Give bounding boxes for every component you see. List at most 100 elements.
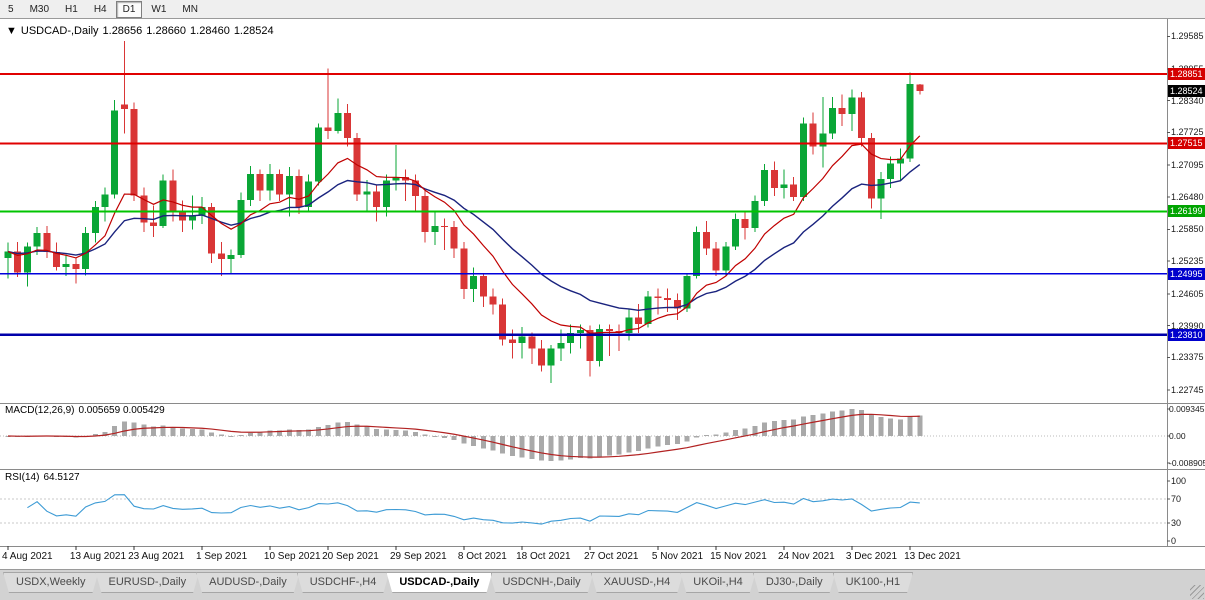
chart-tab-xauusd-h4[interactable]: XAUUSD-,H4	[591, 572, 684, 593]
candle-body	[693, 231, 701, 276]
candle-body	[770, 169, 778, 189]
price-axis-label: 1.24605	[1171, 288, 1204, 299]
candle-body	[159, 180, 167, 226]
chart-tab-ukoil-h4[interactable]: UKOil-,H4	[680, 572, 756, 593]
candle-body	[829, 107, 836, 134]
candle-body	[625, 317, 633, 333]
candle-body	[72, 264, 80, 270]
date-axis-label: 4 Aug 2021	[2, 551, 53, 562]
date-axis-label: 1 Sep 2021	[196, 551, 248, 562]
candle-body	[867, 137, 875, 199]
candle-body	[33, 233, 41, 247]
candle-body	[402, 177, 410, 181]
price-axis[interactable]: 1.295851.289551.283401.277251.270951.264…	[1168, 19, 1205, 546]
candle-body	[460, 248, 468, 289]
timeframe-button-mn[interactable]: MN	[175, 1, 205, 18]
date-axis-label: 13 Dec 2021	[904, 551, 961, 562]
candle-body	[722, 246, 730, 271]
rsi-axis-label: 0	[1171, 536, 1177, 546]
macd-axis-label: -0.008905	[1169, 458, 1205, 468]
timeframe-button-5[interactable]: 5	[1, 1, 21, 18]
candle-body	[382, 180, 390, 208]
price-axis-label: 1.28340	[1171, 95, 1204, 106]
macd-signal-line	[7, 413, 920, 458]
chart-title: ▼ USDCAD-,Daily 1.28656 1.28660 1.28460 1.285…	[6, 25, 278, 37]
candle-body	[120, 104, 128, 109]
candle-body	[557, 343, 565, 349]
timeframe-button-w1[interactable]: W1	[144, 1, 173, 18]
price-axis-label: 1.22745	[1171, 384, 1204, 395]
candle-body	[392, 177, 400, 181]
candle-body	[373, 191, 381, 208]
candle-body	[596, 329, 604, 362]
symbol-name: USDCAD-,Daily	[20, 25, 99, 37]
date-axis-label: 29 Sep 2021	[390, 551, 447, 562]
price-axis-label: 1.23375	[1171, 352, 1204, 363]
candle-body	[702, 231, 710, 249]
ohlc-close: 1.28524	[233, 25, 274, 37]
candle-body	[683, 275, 691, 309]
time-axis[interactable]: 4 Aug 2021 13 Aug 2021 23 Aug 2021 1 Sep 20…	[0, 546, 1167, 569]
chart-tab-usdcad-daily[interactable]: USDCAD-,Daily	[386, 572, 492, 593]
candle-body	[421, 195, 429, 232]
candle-body	[499, 304, 507, 340]
candle-body	[62, 264, 70, 268]
candle-body	[53, 252, 60, 268]
panel-borders	[0, 19, 1205, 547]
current-price-badge: 1.28524	[1168, 85, 1205, 98]
price-line-badge: 1.26199	[1168, 205, 1205, 218]
window-resize-grip[interactable]	[1190, 585, 1204, 599]
candle-body	[547, 348, 555, 366]
candle-body	[266, 174, 274, 191]
date-axis-label: 24 Nov 2021	[778, 551, 835, 562]
rsi-axis-label: 100	[1171, 476, 1187, 486]
ohlc-high: 1.28660	[146, 25, 187, 37]
candle-body	[479, 275, 487, 297]
timeframe-button-d1[interactable]: D1	[115, 0, 143, 18]
candle-body	[256, 174, 264, 191]
chart-tab-dj30-daily[interactable]: DJ30-,Daily	[753, 572, 836, 593]
candle-body	[237, 199, 245, 256]
candle-body	[605, 329, 613, 332]
candle-body	[528, 336, 536, 349]
candle-body	[150, 222, 157, 226]
chart-tab-uk100-h1[interactable]: UK100-,H1	[833, 572, 913, 593]
timeframe-button-m30[interactable]: M30	[23, 1, 56, 18]
candle-body	[276, 174, 284, 195]
macd-axis-label: 0.00	[1169, 431, 1186, 441]
candle-body	[344, 113, 351, 138]
chart-tab-audusd-daily[interactable]: AUDUSD-,Daily	[196, 572, 300, 593]
symbol-dropdown-icon[interactable]: ▼	[6, 25, 17, 37]
date-axis-label: 13 Aug 2021	[69, 551, 127, 562]
price-axis-label: 1.29585	[1171, 31, 1204, 42]
candle-body	[324, 127, 332, 132]
candle-body	[518, 336, 526, 344]
macd-histogram	[5, 409, 923, 461]
candle-body	[858, 97, 866, 138]
candle-body	[334, 113, 342, 132]
candle-body	[896, 158, 904, 164]
chart-tab-usdchf-h4[interactable]: USDCHF-,H4	[297, 572, 390, 593]
rsi-indicator-label: RSI(14) 64.5127	[5, 472, 84, 483]
candle-body	[741, 219, 749, 228]
date-axis-label: 18 Oct 2021	[516, 551, 571, 562]
candle-body	[712, 248, 720, 271]
candle-body	[761, 169, 769, 201]
timeframe-button-h1[interactable]: H1	[58, 1, 85, 18]
date-axis-label: 5 Nov 2021	[651, 551, 704, 562]
chart-tab-bar: USDX,Weekly EURUSD-,Daily AUDUSD-,Daily USD…	[0, 569, 1205, 600]
macd-indicator-label: MACD(12,26,9) 0.005659 0.005429	[5, 405, 169, 416]
candle-body	[441, 225, 448, 227]
date-axis-label: 8 Oct 2021	[457, 551, 507, 562]
candle-body	[217, 253, 225, 259]
chart-tab-usdx-weekly[interactable]: USDX,Weekly	[3, 572, 98, 593]
timeframe-button-h4[interactable]: H4	[87, 1, 114, 18]
candle-body	[567, 332, 575, 344]
chart-tab-usdcnh-daily[interactable]: USDCNH-,Daily	[489, 572, 593, 593]
candle-body	[247, 174, 254, 200]
rsi-line	[27, 494, 920, 525]
chart-tab-eurusd-daily[interactable]: EURUSD-,Daily	[95, 572, 199, 593]
candle-body	[838, 107, 846, 115]
